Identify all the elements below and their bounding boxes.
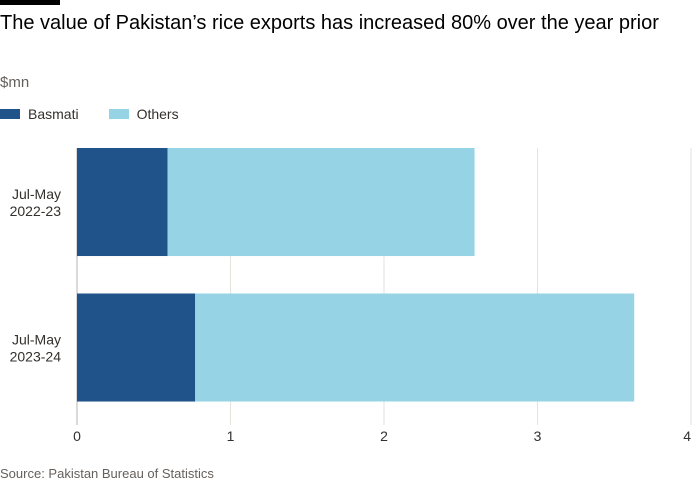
bar-others-1 [167, 148, 475, 257]
x-tick-label-4: 4 [683, 428, 691, 444]
legend-label-basmati: Basmati [28, 106, 79, 122]
legend-label-others: Others [136, 106, 179, 122]
bar-basmati-2 [77, 293, 196, 402]
legend-item-basmati: Basmati [0, 106, 79, 122]
category-label-line1-1: Jul-May [12, 186, 61, 202]
x-tick-label-2: 2 [380, 428, 388, 444]
bars [77, 148, 635, 402]
legend-swatch-others [108, 109, 129, 119]
legend-item-others: Others [108, 106, 179, 122]
category-label-line2-1: 2022-23 [10, 203, 62, 219]
chart-title: The value of Pakistan’s rice exports has… [0, 12, 659, 34]
source-note: Source: Pakistan Bureau of Statistics [0, 466, 214, 481]
x-tick-labels: 0 1 2 3 4 [73, 428, 691, 444]
legend-swatch-basmati [0, 109, 20, 119]
bar-others-2 [195, 293, 635, 402]
x-tick-label-0: 0 [73, 428, 81, 444]
legend: Basmati Others [0, 106, 209, 122]
bar-basmati-1 [77, 148, 168, 257]
x-tick-label-3: 3 [534, 428, 542, 444]
category-label-line1-2: Jul-May [12, 332, 61, 348]
top-rule [0, 0, 60, 5]
x-tick-label-1: 1 [227, 428, 235, 444]
category-label-line2-2: 2023-24 [10, 349, 62, 365]
chart-subtitle: $mn [0, 74, 30, 91]
